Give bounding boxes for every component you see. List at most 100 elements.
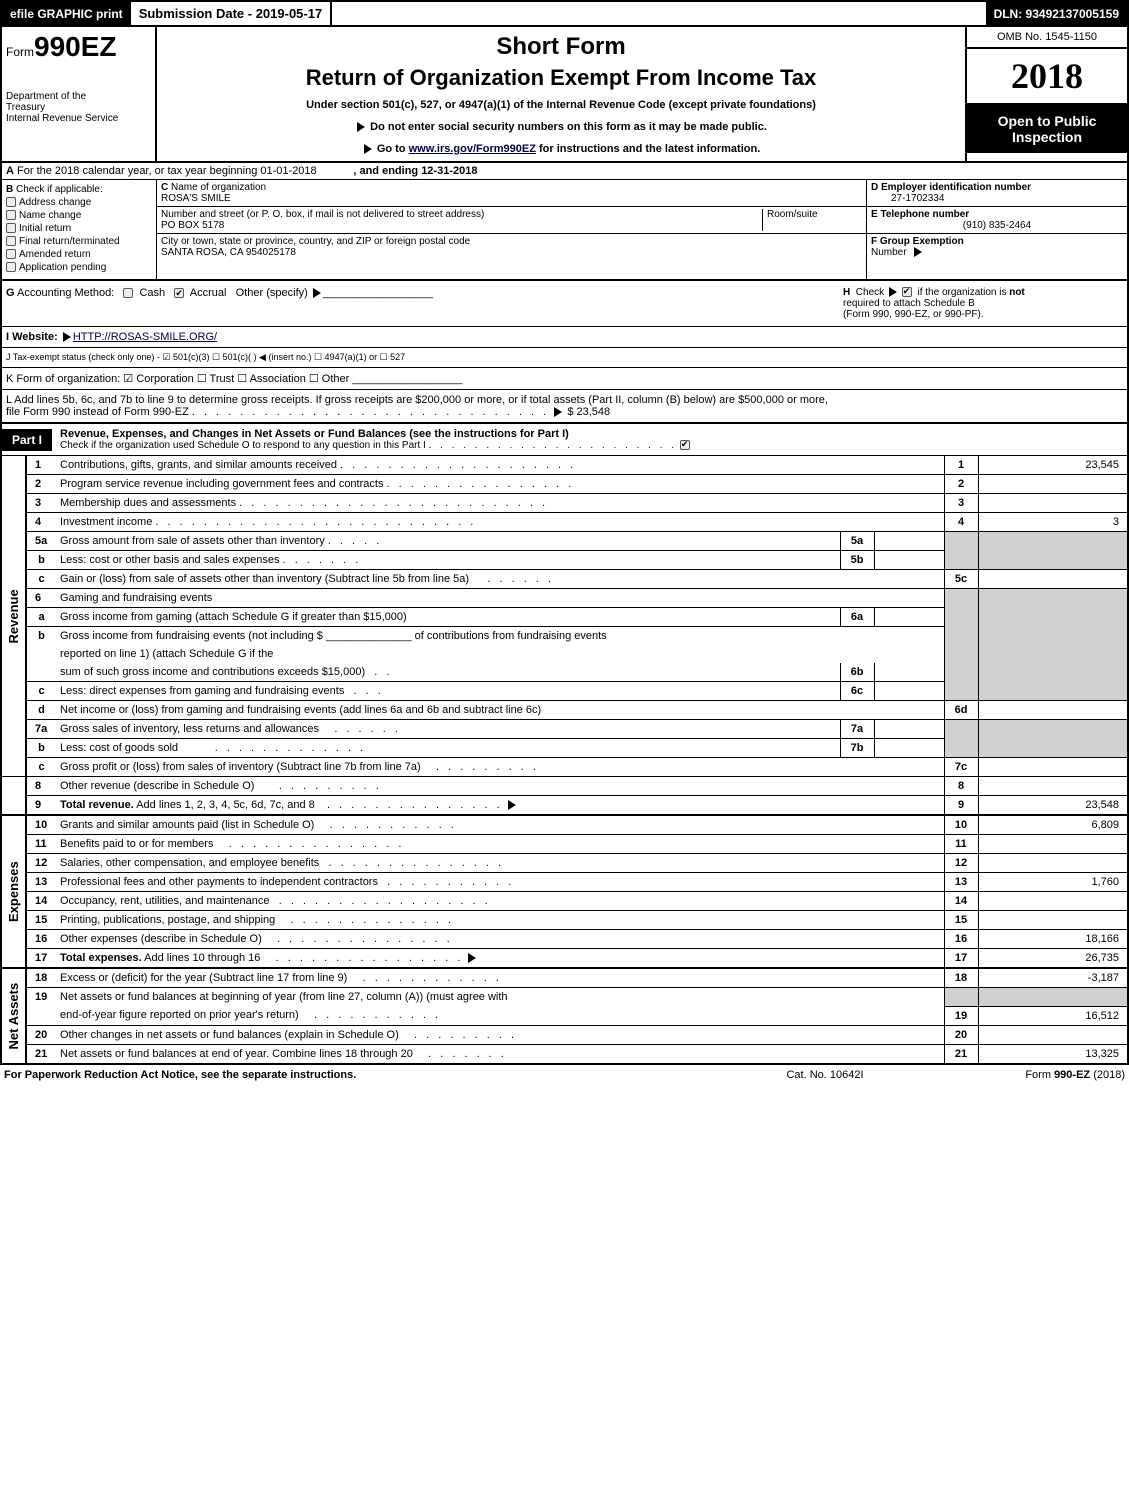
website-link[interactable]: HTTP://ROSAS-SMILE.ORG/ — [73, 331, 217, 343]
b-label: B — [6, 184, 13, 195]
arrow-icon — [508, 800, 516, 810]
line-rnum: 12 — [944, 854, 978, 873]
goto-prefix: Go to — [377, 143, 409, 155]
line-rnum: 1 — [944, 456, 978, 475]
line-desc: Gross profit or (loss) from sales of inv… — [56, 758, 944, 777]
lines-table: Revenue 1 Contributions, gifts, grants, … — [0, 456, 1129, 1065]
line-rnum: 15 — [944, 911, 978, 930]
col-de: D Employer identification number 27-1702… — [867, 180, 1127, 279]
chk-schedule-b[interactable] — [902, 287, 912, 297]
blank — [26, 663, 56, 682]
chk-accrual[interactable] — [174, 288, 184, 298]
line-num: 13 — [26, 873, 56, 892]
chk-name-change[interactable]: Name change — [6, 210, 152, 221]
line-amt — [978, 911, 1128, 930]
h-label: H — [843, 287, 850, 298]
line-rnum: 16 — [944, 930, 978, 949]
line-amt: 13,325 — [978, 1044, 1128, 1064]
line-desc: Less: cost of goods sold . . . . . . . .… — [56, 739, 840, 758]
c-name-row: C Name of organization ROSA'S SMILE — [157, 180, 866, 207]
line-desc: Net assets or fund balances at end of ye… — [56, 1044, 944, 1064]
line-desc: Salaries, other compensation, and employ… — [56, 854, 944, 873]
line-amt — [978, 835, 1128, 854]
line-amt — [978, 892, 1128, 911]
row-gh: G Accounting Method: Cash Accrual Other … — [0, 281, 1129, 327]
line-desc: Gross income from gaming (attach Schedul… — [56, 608, 840, 627]
line-amt — [978, 701, 1128, 720]
shaded-cell — [944, 532, 978, 570]
c-city-label: City or town, state or province, country… — [161, 236, 470, 247]
line-14: 14 Occupancy, rent, utilities, and maint… — [1, 892, 1128, 911]
footer-right: Form 990-EZ (2018) — [925, 1069, 1125, 1081]
shaded-cell — [978, 532, 1128, 570]
line-desc: Total revenue. Add lines 1, 2, 3, 4, 5c,… — [56, 796, 944, 816]
line-rnum: 6d — [944, 701, 978, 720]
line-desc: Professional fees and other payments to … — [56, 873, 944, 892]
line-amt: 18,166 — [978, 930, 1128, 949]
inner-box-val — [874, 682, 944, 701]
ein-value: 27-1702334 — [891, 193, 944, 204]
inner-box-num: 6b — [840, 663, 874, 682]
return-title: Return of Organization Exempt From Incom… — [161, 65, 961, 91]
c-label: C — [161, 182, 168, 193]
chk-address-change[interactable]: Address change — [6, 197, 152, 208]
line-num: 14 — [26, 892, 56, 911]
goto-link[interactable]: www.irs.gov/Form990EZ — [409, 143, 536, 155]
form-header: Form990EZ Department of the Treasury Int… — [0, 27, 1129, 163]
inner-box-val — [874, 663, 944, 682]
line-desc: reported on line 1) (attach Schedule G i… — [56, 645, 944, 663]
line-rnum: 17 — [944, 949, 978, 969]
h-text-3: required to attach Schedule B — [843, 298, 975, 309]
line-rnum: 4 — [944, 513, 978, 532]
line-desc: Net income or (loss) from gaming and fun… — [56, 701, 944, 720]
line-rnum: 14 — [944, 892, 978, 911]
chk-cash[interactable] — [123, 288, 133, 298]
header-left: Form990EZ Department of the Treasury Int… — [2, 27, 157, 161]
line-num: 6 — [26, 589, 56, 608]
line-num: 5a — [26, 532, 56, 551]
j-text: J Tax-exempt status (check only one) - ☑… — [6, 352, 405, 362]
line-num: 4 — [26, 513, 56, 532]
chk-final-return[interactable]: Final return/terminated — [6, 236, 152, 247]
c-addr-row: Number and street (or P. O. box, if mail… — [157, 207, 866, 234]
line-amt — [978, 1025, 1128, 1044]
line-num: 18 — [26, 968, 56, 988]
efile-print-button[interactable]: efile GRAPHIC print — [2, 2, 131, 25]
h-text-1: Check — [856, 287, 884, 298]
h-text-2: if the organization is — [918, 287, 1010, 298]
chk-amended-return[interactable]: Amended return — [6, 249, 152, 260]
org-name: ROSA'S SMILE — [161, 193, 231, 204]
dept-line-3: Internal Revenue Service — [6, 113, 151, 124]
part-1-sub: Check if the organization used Schedule … — [60, 440, 693, 451]
col-b: B Check if applicable: Address change Na… — [2, 180, 157, 279]
a-text-1: For the 2018 calendar year, or tax year … — [17, 165, 317, 177]
line-amt: 23,545 — [978, 456, 1128, 475]
form-number: 990EZ — [34, 31, 117, 62]
chk-schedule-o[interactable] — [680, 440, 690, 450]
org-city: SANTA ROSA, CA 954025178 — [161, 247, 296, 258]
blank — [26, 1006, 56, 1025]
chk-application-pending[interactable]: Application pending — [6, 262, 152, 273]
d-row: D Employer identification number 27-1702… — [867, 180, 1127, 207]
row-a: A For the 2018 calendar year, or tax yea… — [0, 163, 1129, 180]
line-rnum: 7c — [944, 758, 978, 777]
line-9: 9 Total revenue. Add lines 1, 2, 3, 4, 5… — [1, 796, 1128, 816]
form-number-block: Form990EZ — [6, 31, 151, 63]
chk-initial-return[interactable]: Initial return — [6, 223, 152, 234]
line-amt — [978, 475, 1128, 494]
line-21: 21 Net assets or fund balances at end of… — [1, 1044, 1128, 1064]
line-desc: Net assets or fund balances at beginning… — [56, 988, 944, 1007]
line-amt: 1,760 — [978, 873, 1128, 892]
footer-mid: Cat. No. 10642I — [725, 1069, 925, 1081]
line-7a: 7a Gross sales of inventory, less return… — [1, 720, 1128, 739]
f-label: F Group Exemption — [871, 236, 964, 247]
part-1-header: Part I Revenue, Expenses, and Changes in… — [0, 424, 1129, 456]
arrow-icon — [468, 953, 476, 963]
line-rnum: 3 — [944, 494, 978, 513]
shaded-cell — [944, 988, 978, 1007]
shaded-cell — [978, 988, 1128, 1007]
phone-value: (910) 835-2464 — [871, 220, 1123, 231]
f-row: F Group Exemption Number — [867, 234, 1127, 260]
line-num: b — [26, 627, 56, 646]
department-block: Department of the Treasury Internal Reve… — [6, 91, 151, 124]
